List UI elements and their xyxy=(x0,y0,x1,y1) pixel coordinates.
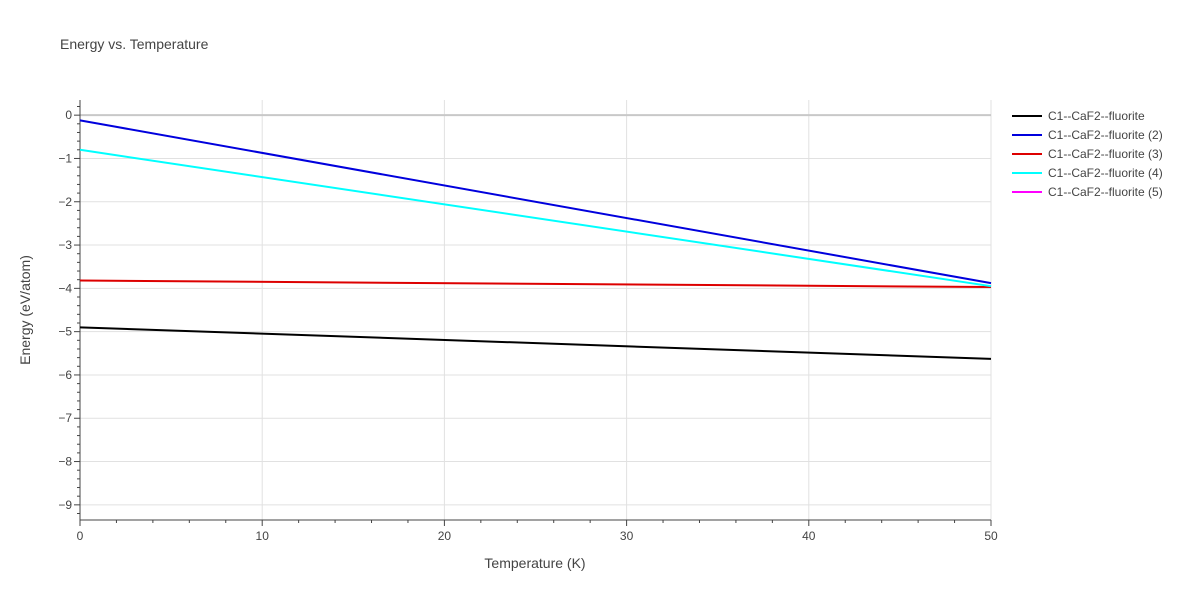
legend-label: C1--CaF2--fluorite (2) xyxy=(1048,127,1163,142)
legend-swatch xyxy=(1012,114,1042,117)
legend-label: C1--CaF2--fluorite xyxy=(1048,108,1145,123)
legend-item-4[interactable]: C1--CaF2--fluorite (4) xyxy=(1012,163,1163,182)
legend-label: C1--CaF2--fluorite (5) xyxy=(1048,184,1163,199)
legend: C1--CaF2--fluorite C1--CaF2--fluorite (2)… xyxy=(1012,106,1163,201)
legend-swatch xyxy=(1012,152,1042,155)
legend-label: C1--CaF2--fluorite (3) xyxy=(1048,146,1163,161)
y-tick-label: −2 xyxy=(58,195,72,209)
x-axis-title: Temperature (K) xyxy=(484,555,585,571)
y-tick-label: 0 xyxy=(65,108,72,122)
x-tick-label: 50 xyxy=(984,529,998,543)
series-line-3 xyxy=(79,279,992,289)
y-axis-title: Energy (eV/atom) xyxy=(17,255,33,365)
y-tick-label: −7 xyxy=(58,411,72,425)
y-tick-label: −3 xyxy=(58,238,72,252)
tick-labels: 0 10 20 30 40 50 0 −1 −2 −3 −4 −5 −6 −7 −8 −9 xyxy=(58,108,998,543)
y-tick-label: −4 xyxy=(58,281,72,295)
y-tick-label: −6 xyxy=(58,368,72,382)
series-lines xyxy=(79,119,992,360)
series-line-4 xyxy=(79,148,992,288)
legend-swatch xyxy=(1012,171,1042,174)
x-tick-label: 10 xyxy=(256,529,270,543)
grid-lines xyxy=(80,100,992,520)
y-tick-label: −5 xyxy=(58,325,72,339)
y-tick-label: −8 xyxy=(58,455,72,469)
legend-item-3[interactable]: C1--CaF2--fluorite (3) xyxy=(1012,144,1163,163)
axes xyxy=(74,100,992,526)
y-tick-label: −9 xyxy=(58,498,72,512)
series-line-1 xyxy=(79,326,992,360)
legend-item-2[interactable]: C1--CaF2--fluorite (2) xyxy=(1012,125,1163,144)
chart-title: Energy vs. Temperature xyxy=(60,36,209,52)
legend-swatch xyxy=(1012,190,1042,193)
y-tick-label: −1 xyxy=(58,151,72,165)
x-tick-label: 0 xyxy=(77,529,84,543)
legend-swatch xyxy=(1012,133,1042,136)
x-tick-label: 20 xyxy=(438,529,452,543)
legend-label: C1--CaF2--fluorite (4) xyxy=(1048,165,1163,180)
x-tick-label: 30 xyxy=(620,529,634,543)
legend-item-5[interactable]: C1--CaF2--fluorite (5) xyxy=(1012,182,1163,201)
series-line-2 xyxy=(79,119,992,285)
x-tick-label: 40 xyxy=(802,529,816,543)
legend-item-1[interactable]: C1--CaF2--fluorite xyxy=(1012,106,1163,125)
